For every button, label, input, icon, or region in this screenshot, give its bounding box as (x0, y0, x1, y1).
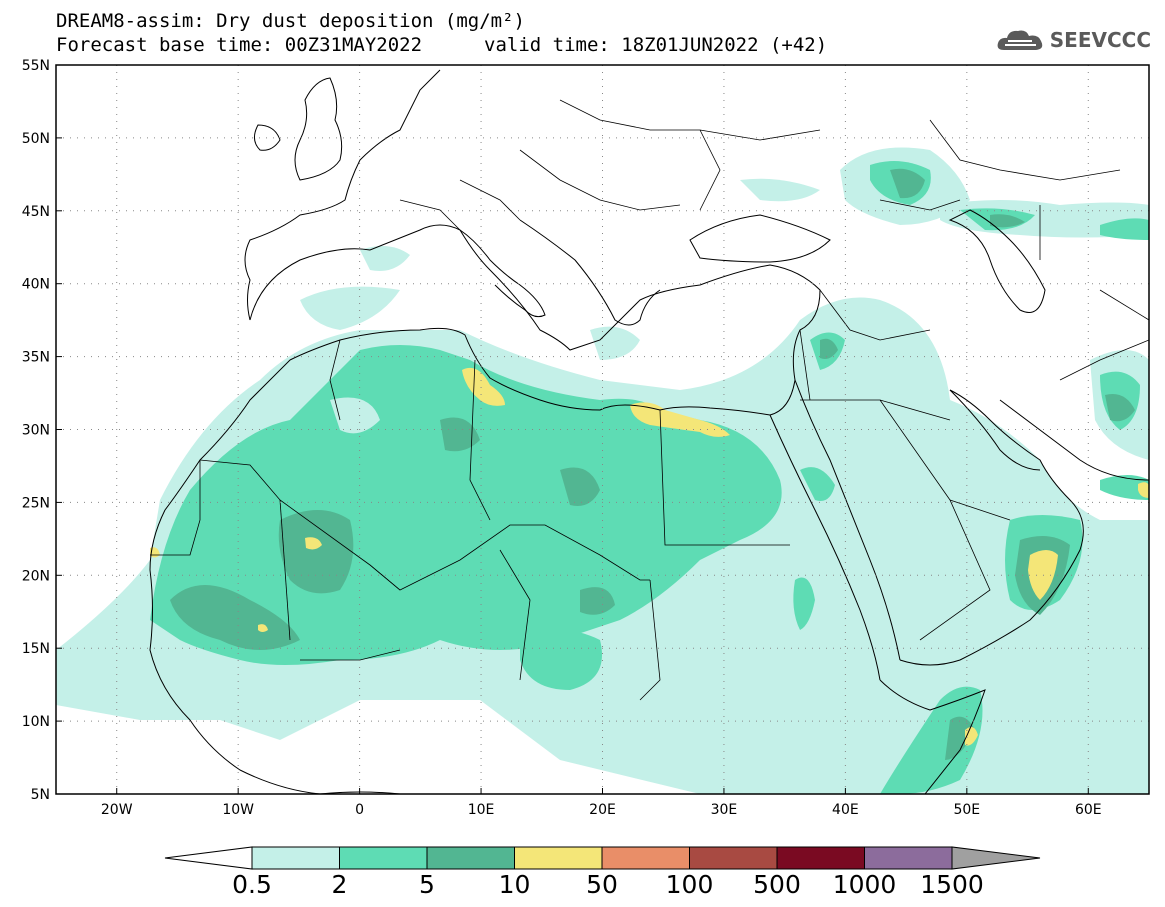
logo-text: SEEVCCC (1049, 28, 1151, 52)
lat-tick-label: 25N (22, 495, 50, 511)
lon-tick-label: 50E (953, 802, 980, 818)
lon-tick-label: 0 (355, 802, 364, 818)
valid-time: valid time: 18Z01JUN2022 (+42) (484, 34, 828, 56)
longitude-labels: 20W 10W 0 10E 20E 30E 40E 50E 60E (101, 802, 1102, 818)
legend-swatch (689, 846, 778, 870)
forecast-base-time: Forecast base time: 00Z31MAY2022 (56, 34, 423, 56)
legend-label: 500 (753, 870, 801, 899)
lon-tick-label: 10W (222, 802, 254, 818)
lat-tick-label: 55N (22, 58, 50, 74)
lat-tick-label: 15N (22, 641, 50, 657)
gridlines (56, 65, 1149, 794)
lat-tick-label: 45N (22, 204, 50, 220)
map-title: DREAM8-assim: Dry dust deposition (mg/m²… (56, 10, 525, 32)
lat-tick-label: 30N (22, 423, 50, 439)
legend-label: 5 (419, 870, 435, 899)
dust-field (56, 147, 1149, 794)
lat-tick-label: 50N (22, 131, 50, 147)
legend-swatch (776, 846, 865, 870)
lon-tick-label: 60E (1075, 802, 1102, 818)
lat-tick-label: 35N (22, 350, 50, 366)
lon-tick-label: 20E (589, 802, 616, 818)
seevccc-logo: SEEVCCC (996, 26, 1151, 54)
legend-swatch (514, 846, 603, 870)
lon-tick-label: 30E (711, 802, 738, 818)
cloud-icon (997, 30, 1042, 50)
legend-label: 50 (586, 870, 618, 899)
legend-arrow-right (951, 846, 1041, 870)
legend-swatch (251, 846, 340, 870)
legend-label: 1500 (920, 870, 984, 899)
legend-label: 0.5 (232, 870, 272, 899)
lat-tick-label: 5N (31, 787, 50, 803)
legend-label: 2 (332, 870, 348, 899)
lon-tick-label: 10E (468, 802, 495, 818)
legend-swatch (864, 846, 953, 870)
legend-swatch (339, 846, 428, 870)
legend-swatch (426, 846, 515, 870)
lat-tick-label: 20N (22, 568, 50, 584)
lon-tick-label: 40E (832, 802, 859, 818)
legend-label: 10 (499, 870, 531, 899)
legend-label: 100 (666, 870, 714, 899)
lon-tick-label: 20W (101, 802, 133, 818)
legend-label: 1000 (833, 870, 897, 899)
axis-ticks (56, 64, 1089, 795)
legend-swatch (601, 846, 690, 870)
borders (150, 99, 1149, 701)
dust-deposition-map: 55N 50N 45N 40N 35N 30N 25N 20N 15N 10N 5N 20W 10W 0… (22, 58, 1150, 818)
coastlines (149, 69, 1149, 794)
legend-arrow-left (164, 846, 253, 870)
latitude-labels: 55N 50N 45N 40N 35N 30N 25N 20N 15N 10N 5N (22, 58, 50, 803)
lat-tick-label: 40N (22, 277, 50, 293)
level-10 (150, 367, 1149, 746)
time-info: Forecast base time: 00Z31MAY2022 valid ti… (56, 34, 827, 56)
lat-tick-label: 10N (22, 714, 50, 730)
